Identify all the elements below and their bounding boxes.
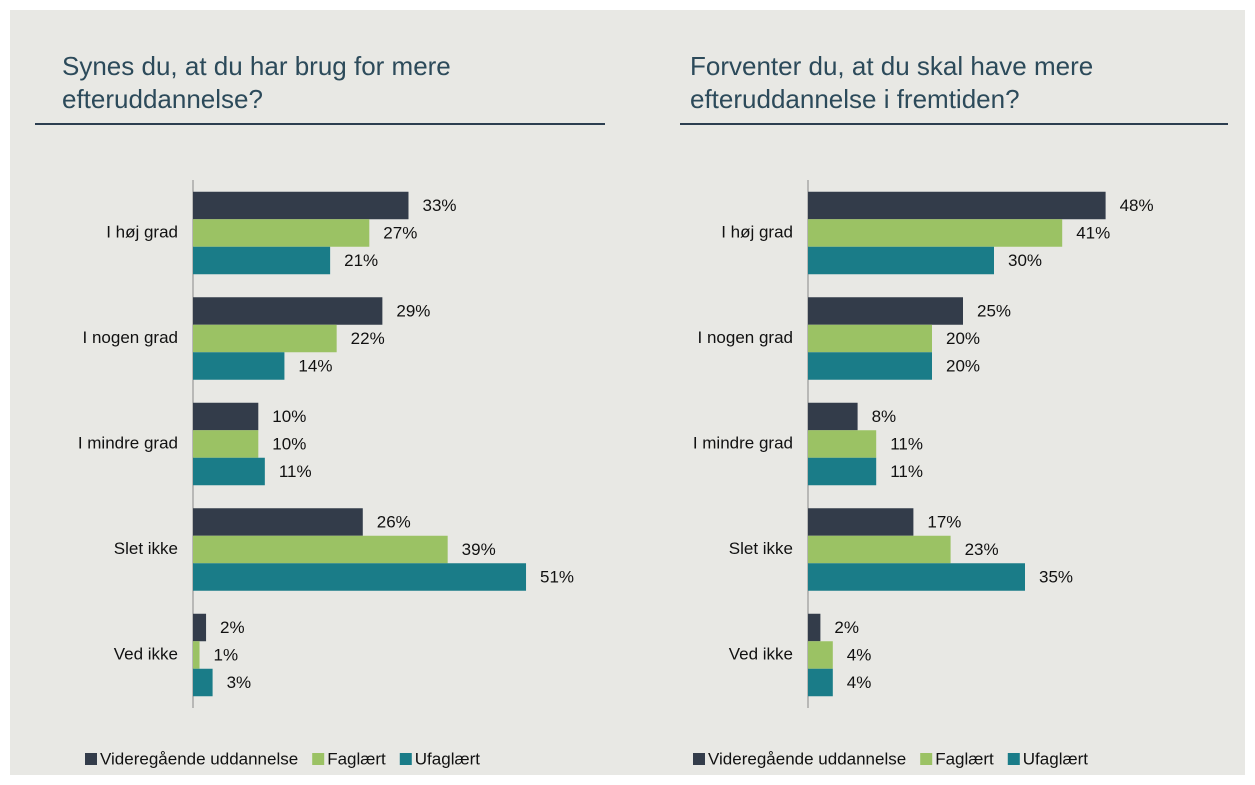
value-label: 48% [1120,196,1154,215]
bar [193,457,265,486]
bar [193,402,259,431]
value-label: 29% [396,301,430,320]
value-label: 35% [1039,567,1073,586]
value-label: 2% [220,618,245,637]
category-label: I mindre grad [693,433,793,452]
value-label: 10% [272,407,306,426]
category-label: I høj grad [106,222,178,241]
bar [193,352,285,380]
value-label: 20% [946,356,980,375]
value-label: 1% [214,645,239,664]
value-label: 4% [847,673,872,692]
bar [193,219,370,247]
bar [808,324,932,353]
legend-label: Faglært [935,749,994,768]
bar [808,219,1063,247]
legend-swatch [85,753,97,765]
value-label: 21% [344,251,378,270]
value-label: 4% [847,645,872,664]
legend-swatch [920,753,933,765]
value-label: 10% [272,434,306,453]
legend-swatch [312,753,325,765]
category-label: I nogen grad [83,328,178,347]
value-label: 25% [977,301,1011,320]
value-label: 14% [298,356,332,375]
chart-title: Synes du, at du har brug for mere efteru… [62,51,451,114]
bar [808,613,821,642]
bar [808,457,877,486]
bar [193,297,383,325]
value-label: 23% [965,540,999,559]
legend-label: Videregående uddannelse [708,749,906,768]
value-label: 11% [279,462,312,481]
value-label: 11% [890,462,923,481]
bar [808,297,963,325]
value-label: 33% [422,196,456,215]
value-label: 17% [927,512,961,531]
category-label: Ved ikke [114,644,178,663]
legend-label: Ufaglært [1023,749,1088,768]
category-label: Slet ikke [729,539,793,558]
bar [193,246,331,275]
value-label: 22% [351,329,385,348]
value-label: 51% [540,567,574,586]
title-rule [35,123,605,125]
category-label: I høj grad [721,222,793,241]
value-label: 39% [462,540,496,559]
value-label: 11% [890,434,923,453]
bar [193,641,200,669]
bar [808,352,932,380]
charts: I høj grad 33% 27% 21% I nogen grad 29% 22% 14%… [78,180,1154,768]
bar [193,508,363,536]
value-label: 41% [1076,223,1110,242]
legend-swatch [693,753,705,765]
bar [193,563,527,591]
bar [808,191,1106,220]
value-label: 3% [227,673,252,692]
bar [808,535,951,564]
value-label: 2% [834,618,859,637]
bar [193,430,259,458]
legend-label: Faglært [327,749,386,768]
value-label: 30% [1008,251,1042,270]
category-label: I mindre grad [78,433,178,452]
bar [808,508,914,536]
bar [808,641,833,669]
value-label: 8% [872,407,897,426]
bar [808,563,1025,591]
value-label: 26% [377,512,411,531]
legend-label: Ufaglært [415,749,480,768]
title-rule [680,123,1228,125]
legend-label: Videregående uddannelse [100,749,298,768]
bar [193,535,448,564]
category-label: Ved ikke [729,644,793,663]
value-label: 27% [383,223,417,242]
bar [808,668,833,697]
category-label: Slet ikke [114,539,178,558]
bar [193,324,337,353]
bar [193,191,409,220]
category-label: I nogen grad [698,328,793,347]
legend-swatch [399,753,412,765]
value-label: 20% [946,329,980,348]
bar [808,430,877,458]
panel: Synes du, at du har brug for mere efteru… [10,10,1245,775]
chart-title: Forventer du, at du skal have mere efter… [690,51,1094,114]
legend-swatch [1007,753,1020,765]
bar [808,246,994,275]
bar [808,402,858,431]
bar [193,668,213,697]
bar [193,613,207,642]
